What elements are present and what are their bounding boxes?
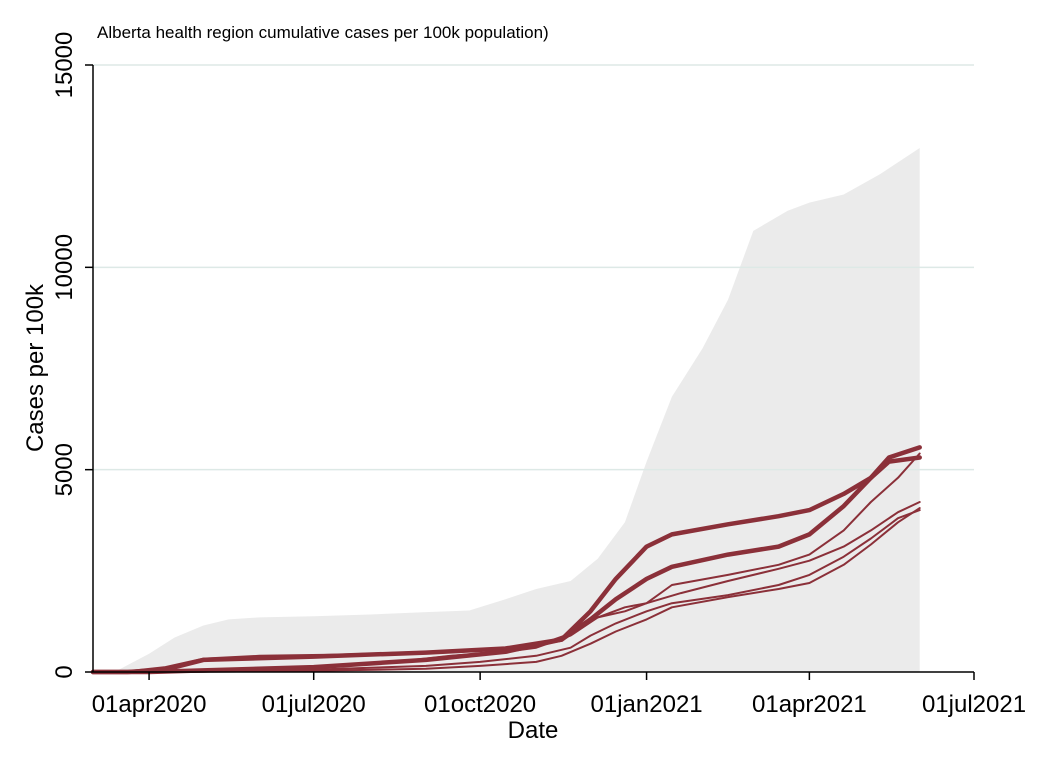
y-tick-label-1: 5000: [51, 443, 78, 496]
series-lines: [90, 445, 922, 675]
grid-lines: [93, 64, 974, 471]
x-tick-label-3: 01jan2021: [591, 691, 703, 718]
series-line-4: [92, 452, 921, 673]
y-tick-label-0: 0: [51, 665, 78, 678]
x-tick-label-2: 01oct2020: [424, 691, 536, 718]
series-line-1: [90, 455, 922, 675]
background-bars: [93, 148, 920, 672]
x-tick-label-4: 01apr2021: [752, 691, 867, 718]
x-tick-labels: 01apr2020 01jul2020 01oct2020 01jan2021 01ap…: [92, 691, 1026, 718]
background-bars-area: [93, 148, 920, 672]
x-tick-label-5: 01jul2021: [922, 691, 1026, 718]
y-tick-label-2: 10000: [51, 234, 78, 301]
x-tick-label-0: 01apr2020: [92, 691, 207, 718]
axes: [85, 64, 975, 680]
x-axis-title: Date: [508, 717, 559, 744]
x-tick-label-1: 01jul2020: [262, 691, 366, 718]
series-line-5: [92, 509, 921, 673]
y-tick-label-3: 15000: [51, 32, 78, 99]
series-line-6: [92, 507, 921, 673]
chart-title: Alberta health region cumulative cases p…: [97, 23, 549, 42]
y-tick-labels: 0 5000 10000 15000: [51, 32, 78, 679]
y-axis-title: Cases per 100k: [22, 283, 49, 452]
